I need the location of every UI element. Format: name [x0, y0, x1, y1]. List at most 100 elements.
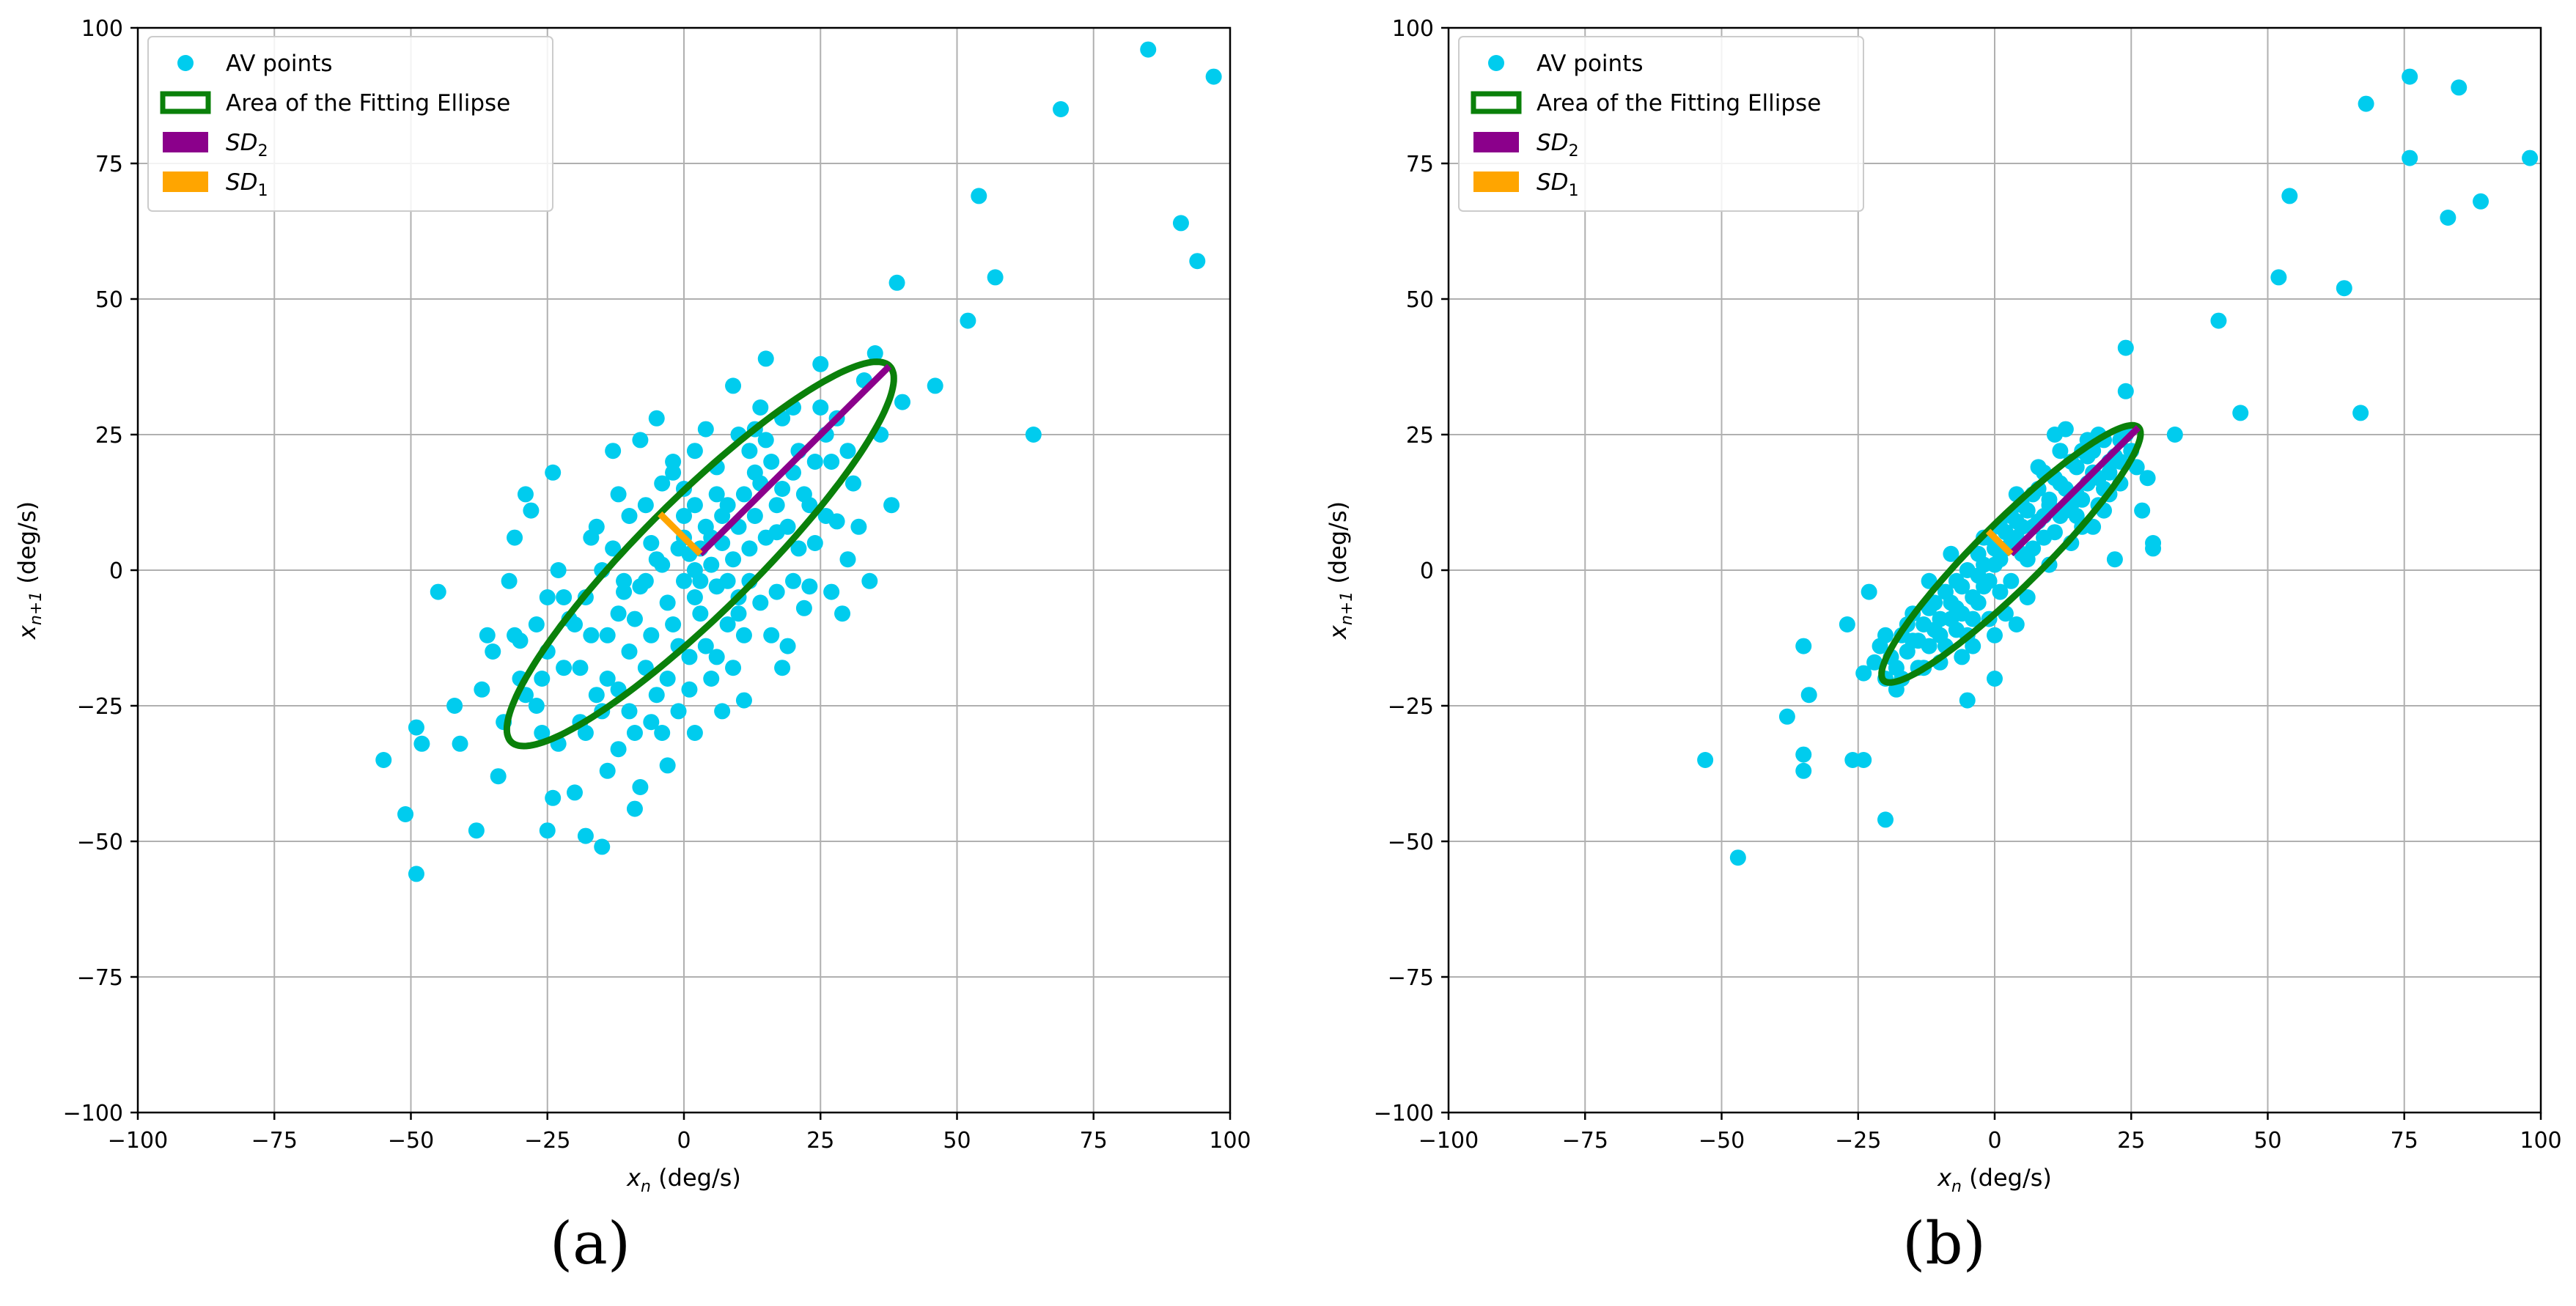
scatter-point: [545, 464, 562, 481]
scatter-point: [812, 399, 829, 416]
scatter-point: [616, 583, 633, 600]
y-tick-label: −50: [77, 830, 123, 855]
x-tick-label: −75: [1562, 1128, 1608, 1154]
legend-label: AV points: [226, 51, 333, 77]
legend-box: [1458, 36, 1864, 212]
scatter-point: [534, 725, 551, 741]
fitting-ellipse: [503, 358, 897, 750]
scatter-point: [2134, 502, 2151, 519]
scatter-point: [834, 605, 851, 622]
scatter-point: [2106, 551, 2123, 568]
x-tick-label: 50: [943, 1128, 971, 1154]
scatter-point: [610, 486, 627, 503]
scatter-point: [594, 838, 611, 855]
scatter-point: [795, 486, 812, 503]
scatter-point: [1927, 621, 1943, 638]
scatter-point: [605, 443, 622, 460]
sd2-segment: [698, 364, 892, 556]
y-tick-label: 75: [95, 152, 123, 177]
scatter-point: [2030, 459, 2047, 476]
x-tick-label: −100: [1418, 1128, 1479, 1154]
scatter-point: [2440, 210, 2457, 226]
scatter-point: [719, 572, 736, 589]
scatter-point: [665, 454, 682, 470]
y-tick-label: 0: [109, 558, 123, 584]
scatter-point: [545, 789, 562, 806]
legend-box: [147, 36, 553, 212]
scatter-point: [1954, 649, 1970, 665]
scatter-point: [567, 616, 583, 632]
legend-marker-sd2: [163, 132, 208, 152]
scatter-point: [1205, 68, 1222, 85]
scatter-point: [861, 572, 878, 589]
scatter-point: [697, 638, 714, 654]
scatter-point: [567, 784, 583, 801]
scatter-point: [839, 443, 856, 460]
legend-marker-sd2: [1473, 132, 1519, 152]
scatter-point: [2008, 616, 2025, 632]
scatter-point: [888, 274, 905, 291]
scatter-point: [839, 551, 856, 568]
scatter-point: [1992, 583, 2009, 600]
scatter-point: [686, 497, 703, 514]
scatter-point: [741, 540, 758, 557]
scatter-point: [757, 350, 774, 367]
scatter-point: [1795, 746, 1812, 763]
scatter-point: [697, 421, 714, 438]
scatter-point: [987, 269, 1004, 286]
y-tick-label: −100: [63, 1101, 123, 1126]
legend-marker-av-points: [177, 55, 194, 71]
scatter-point: [397, 806, 414, 822]
scatter-point: [637, 497, 654, 514]
scatter-point: [768, 583, 785, 600]
scatter-point: [779, 518, 796, 535]
scatter-point: [741, 443, 758, 460]
scatter-point: [572, 660, 589, 676]
scatter-point: [479, 627, 496, 643]
scatter-point: [1795, 638, 1812, 654]
scatter-point: [637, 572, 654, 589]
y-tick-label: 100: [1392, 16, 1434, 42]
scatter-point: [686, 562, 703, 578]
scatter-point: [883, 497, 900, 514]
scatter-point: [2101, 464, 2118, 481]
y-tick-label: −100: [1374, 1101, 1434, 1126]
scatter-point: [681, 681, 698, 698]
scatter-point: [659, 671, 676, 687]
scatter-point: [676, 572, 692, 589]
x-tick-label: 75: [2391, 1128, 2418, 1154]
scatter-point: [850, 518, 867, 535]
legend: AV points Area of the Fitting Ellipse SD2 S…: [147, 36, 553, 212]
scatter-point: [2352, 405, 2369, 421]
scatter-point: [523, 502, 540, 519]
sd2-segment: [2009, 425, 2141, 556]
x-tick-label: −100: [108, 1128, 168, 1154]
scatter-point: [643, 714, 660, 731]
scatter-point: [539, 589, 556, 605]
scatter-point: [517, 486, 534, 503]
scatter-point: [774, 481, 791, 497]
y-tick-label: −25: [1388, 694, 1434, 720]
scatter-point: [971, 188, 987, 204]
legend-label: Area of the Fitting Ellipse: [1537, 90, 1821, 117]
sd1-segment: [1985, 528, 2014, 556]
scatter-point: [659, 594, 676, 611]
scatter-point: [1970, 594, 1987, 611]
scatter-point: [2117, 339, 2134, 356]
scatter-point: [1954, 578, 1970, 595]
scatter-point: [1839, 616, 1855, 632]
scatter-point: [610, 605, 627, 622]
scatter-point: [2522, 150, 2539, 166]
scatter-point: [817, 508, 834, 524]
scatter-point: [1778, 708, 1795, 725]
scatter-point: [960, 312, 976, 329]
scatter-point: [2270, 269, 2287, 286]
y-tick-label: 50: [95, 287, 123, 313]
scatter-point: [2052, 443, 2069, 460]
scatter-point: [665, 616, 682, 632]
legend-label: SD1: [1537, 169, 1579, 200]
y-tick-label: 75: [1406, 152, 1434, 177]
scatter-point: [632, 432, 649, 449]
panel-label-a: (a): [549, 1209, 631, 1277]
legend-marker-ellipse: [1471, 91, 1522, 114]
